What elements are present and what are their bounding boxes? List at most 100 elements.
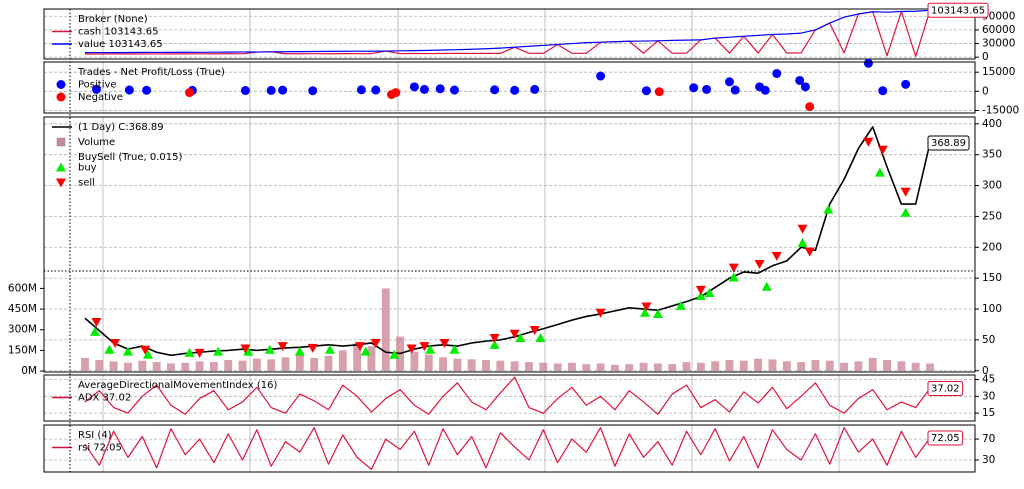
trade-point xyxy=(795,75,805,85)
volume-bar xyxy=(453,358,462,372)
trade-point xyxy=(772,68,782,78)
legend-label: rsi 72.05 xyxy=(78,443,122,454)
y2-tick-label: 450M xyxy=(8,303,37,315)
y-tick-label: -15000 xyxy=(982,104,1019,116)
buy-marker xyxy=(264,344,275,354)
value-tag: 72.05 xyxy=(927,430,964,446)
volume-bar xyxy=(754,358,763,372)
trade-point xyxy=(391,88,401,98)
volume-bar xyxy=(424,354,433,372)
trade-point xyxy=(409,82,419,92)
legend-label: Negative xyxy=(78,92,123,103)
sell-marker xyxy=(863,137,874,147)
buy-marker xyxy=(294,346,305,356)
legend-icon xyxy=(56,137,66,147)
volume-bar xyxy=(825,360,834,372)
value-tag-label: 37.02 xyxy=(931,383,960,394)
trade-point xyxy=(800,82,810,92)
buy-marker xyxy=(489,339,500,349)
volume-bar xyxy=(897,361,906,372)
y-tick-label: 70 xyxy=(982,433,995,445)
value-tag-box xyxy=(927,380,964,396)
panel-frame xyxy=(43,8,976,60)
value-tag: 368.89 xyxy=(927,135,970,151)
legend: Trades - Net Profit/Loss (True) PositiveN… xyxy=(56,67,225,103)
buy-marker xyxy=(761,281,772,291)
value-tag-box xyxy=(927,430,964,446)
y-tick-label: 350 xyxy=(982,149,1002,161)
sell-marker xyxy=(754,259,765,269)
sell-marker xyxy=(877,145,888,155)
y-tick-label: 0 xyxy=(982,365,989,377)
sell-marker xyxy=(900,187,911,197)
volume-bar xyxy=(124,362,132,372)
volume-bar xyxy=(238,360,247,372)
volume-bar xyxy=(295,354,304,372)
trade-point xyxy=(901,79,911,89)
trade-point xyxy=(702,84,712,94)
volume-bar xyxy=(109,361,118,372)
volume-bar xyxy=(195,361,204,372)
volume-bar xyxy=(854,361,863,372)
panel: 0 50 100 150 200 250 300 350 400 0M 150M 300M 450M 60… xyxy=(8,116,1002,377)
volume-bar xyxy=(181,362,190,372)
sell-marker xyxy=(370,338,381,348)
trade-point xyxy=(641,86,651,96)
y2-tick-label: 150M xyxy=(8,344,37,356)
y-tick-label: 90000 xyxy=(982,10,1015,22)
y-tick-label: 30000 xyxy=(982,38,1015,50)
volume-bar xyxy=(81,357,89,372)
buy-marker xyxy=(639,307,650,317)
sell-marker xyxy=(489,334,500,344)
volume-bar xyxy=(911,362,920,372)
volume-bar xyxy=(553,363,562,372)
volume-bar xyxy=(868,357,877,372)
y-tick-label: 200 xyxy=(982,241,1002,253)
trade-point xyxy=(724,77,734,87)
legend-label: cash 103143.65 xyxy=(78,27,158,38)
panel-frame xyxy=(43,116,976,373)
panel-frame xyxy=(43,61,976,114)
legend-label: sell xyxy=(78,178,95,189)
legend-label: value 103143.65 xyxy=(78,39,163,50)
sell-marker xyxy=(419,342,430,352)
panel: -15000 0 15000 xyxy=(43,58,1019,116)
volume-bar xyxy=(281,357,290,372)
trade-point xyxy=(510,85,520,95)
buy-marker xyxy=(213,346,224,356)
y-tick-label: 15 xyxy=(982,407,995,419)
volume-bar xyxy=(639,362,648,372)
buy-marker xyxy=(104,344,115,354)
volume-bar xyxy=(252,358,261,372)
volume-bar xyxy=(138,360,147,372)
legend-label: Volume xyxy=(78,137,115,148)
buy-marker xyxy=(324,344,335,354)
volume-bar xyxy=(209,362,218,372)
value-tag: 103143.65 xyxy=(927,2,989,18)
trade-point xyxy=(266,85,276,95)
volume-bar xyxy=(926,363,934,372)
volume-bar xyxy=(467,359,476,372)
value-tag-box xyxy=(927,135,970,151)
panel-frame xyxy=(43,424,976,473)
panel: 15 30 45 xyxy=(43,373,995,422)
y2-tick-label: 600M xyxy=(8,282,37,294)
buy-marker xyxy=(243,346,254,356)
volume-bar xyxy=(525,362,533,372)
volume-bar xyxy=(510,361,519,372)
y-tick-label: 400 xyxy=(982,118,1002,130)
volume-bar xyxy=(610,364,619,372)
value-tag-box xyxy=(927,2,989,18)
volume-bar xyxy=(338,350,347,372)
sell-marker xyxy=(194,348,205,358)
volume-bar xyxy=(152,362,161,372)
sell-marker xyxy=(509,329,520,339)
volume-bar xyxy=(166,363,175,372)
legend-icon xyxy=(56,162,66,172)
sell-marker xyxy=(277,342,288,352)
volume-bar xyxy=(224,360,233,372)
sell-marker xyxy=(354,342,365,352)
trade-point xyxy=(278,85,288,95)
